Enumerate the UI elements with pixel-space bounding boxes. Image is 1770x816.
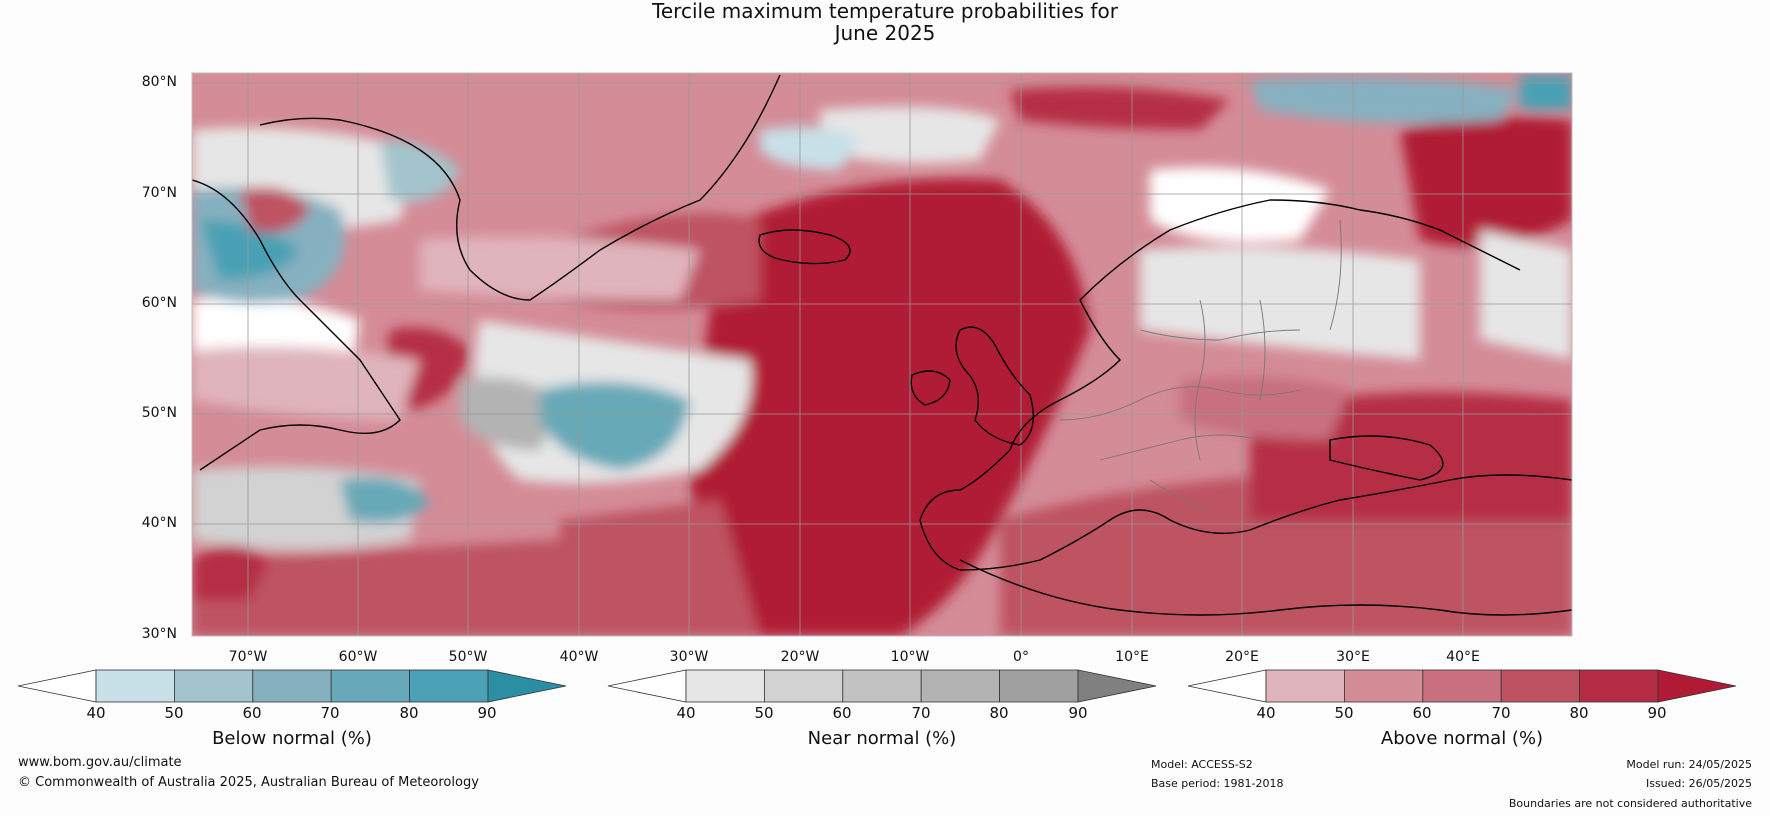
cb-near-tick: 50: [754, 704, 774, 722]
cb-above-swatch: [1344, 669, 1424, 703]
cb-above-swatch: [1265, 669, 1345, 703]
cb-above-label: Above normal (%): [1380, 728, 1544, 749]
cb-near-swatch: [920, 669, 1001, 703]
europe-coast: [919, 299, 1572, 571]
lon-label: 20°E: [1225, 649, 1259, 665]
lon-label: 60°W: [338, 649, 378, 665]
map-field: [192, 73, 1572, 636]
chart-subtitle: June 2025: [834, 21, 936, 45]
lon-label: 50°W: [448, 649, 488, 665]
issued-text: Issued: 26/05/2025: [1645, 777, 1752, 790]
cb-below-swatch: [95, 669, 175, 703]
cb-above-extend-low: [1187, 669, 1267, 703]
cb-near-tick: 40: [676, 704, 696, 722]
cb-below-tick: 50: [164, 704, 184, 722]
cb-near-swatch: [842, 669, 922, 703]
greenland-coast: [259, 74, 781, 301]
cb-above-swatch: [1422, 669, 1502, 703]
lat-label: 40°N: [141, 515, 177, 531]
base-period-text: Base period: 1981-2018: [1151, 777, 1284, 790]
cb-near-swatch: [764, 669, 844, 703]
cb-below-tick: 60: [242, 704, 262, 722]
cb-near-tick: 70: [911, 704, 931, 722]
lat-label: 30°N: [141, 626, 177, 642]
lon-label: 10°E: [1115, 649, 1149, 665]
africa-coast: [959, 559, 1572, 616]
cb-above-tick: 40: [1256, 704, 1276, 722]
cb-above-swatch: [1500, 669, 1580, 703]
lon-label: 40°W: [559, 649, 599, 665]
map-frame: [191, 72, 1573, 637]
cb-near-extend-low: [607, 669, 687, 703]
field-above-strong: [690, 178, 1090, 636]
iceland-coast: [758, 229, 851, 265]
country-borders: [1059, 219, 1342, 511]
cb-above-swatch: [1579, 669, 1659, 703]
cb-above-tick: 90: [1647, 704, 1667, 722]
lon-label: 0°: [1013, 649, 1029, 665]
disclaimer-text: Boundaries are not considered authoritat…: [1508, 797, 1752, 810]
cb-above-extend-high: [1657, 669, 1737, 703]
ireland-coast: [910, 370, 951, 406]
lat-label: 50°N: [141, 405, 177, 421]
lon-label: 70°W: [228, 649, 268, 665]
cb-above-tick: 80: [1569, 704, 1589, 722]
chart-title: Tercile maximum temperature probabilitie…: [652, 0, 1118, 23]
cb-near-tick: 90: [1068, 704, 1088, 722]
cb-near-extend-high: [1077, 669, 1157, 703]
cb-near-label: Near normal (%): [807, 728, 957, 749]
cb-below-extend-low: [17, 669, 97, 703]
cb-below-tick: 40: [86, 704, 106, 722]
lon-label: 30°W: [669, 649, 709, 665]
cb-near-tick: 80: [989, 704, 1009, 722]
lat-label: 80°N: [141, 74, 177, 90]
scandinavia-coast: [1079, 199, 1521, 301]
lat-label: 60°N: [141, 295, 177, 311]
model-run-text: Model run: 24/05/2025: [1626, 758, 1752, 771]
cb-below-swatch: [409, 669, 489, 703]
lon-label: 30°E: [1336, 649, 1370, 665]
cb-below-label: Below normal (%): [212, 728, 372, 749]
cb-near-swatch: [685, 669, 765, 703]
graticule: [192, 73, 1572, 636]
cb-below-tick: 90: [477, 704, 497, 722]
website-text: www.bom.gov.au/climate: [18, 755, 182, 770]
cb-below-tick: 80: [399, 704, 419, 722]
cb-below-extend-high: [487, 669, 567, 703]
colorbars: [17, 669, 1737, 703]
north-america-coast: [192, 179, 401, 471]
lon-label: 40°E: [1446, 649, 1480, 665]
lon-label: 20°W: [780, 649, 820, 665]
model-text: Model: ACCESS-S2: [1151, 758, 1253, 771]
britain-coast: [955, 326, 1034, 446]
cb-below-tick: 70: [320, 704, 340, 722]
cb-above-tick: 70: [1491, 704, 1511, 722]
cb-below-swatch: [173, 669, 254, 703]
cb-below-swatch: [252, 669, 332, 703]
lon-label: 10°W: [890, 649, 930, 665]
copyright-text: © Commonwealth of Australia 2025, Austra…: [18, 775, 479, 790]
lat-label: 70°N: [141, 185, 177, 201]
black-sea-coast: [1329, 435, 1444, 481]
cb-above-tick: 60: [1412, 704, 1432, 722]
coastlines: [192, 74, 1572, 616]
cb-above-tick: 50: [1334, 704, 1354, 722]
cb-below-swatch: [330, 669, 411, 703]
cb-near-tick: 60: [832, 704, 852, 722]
cb-near-swatch: [999, 669, 1079, 703]
